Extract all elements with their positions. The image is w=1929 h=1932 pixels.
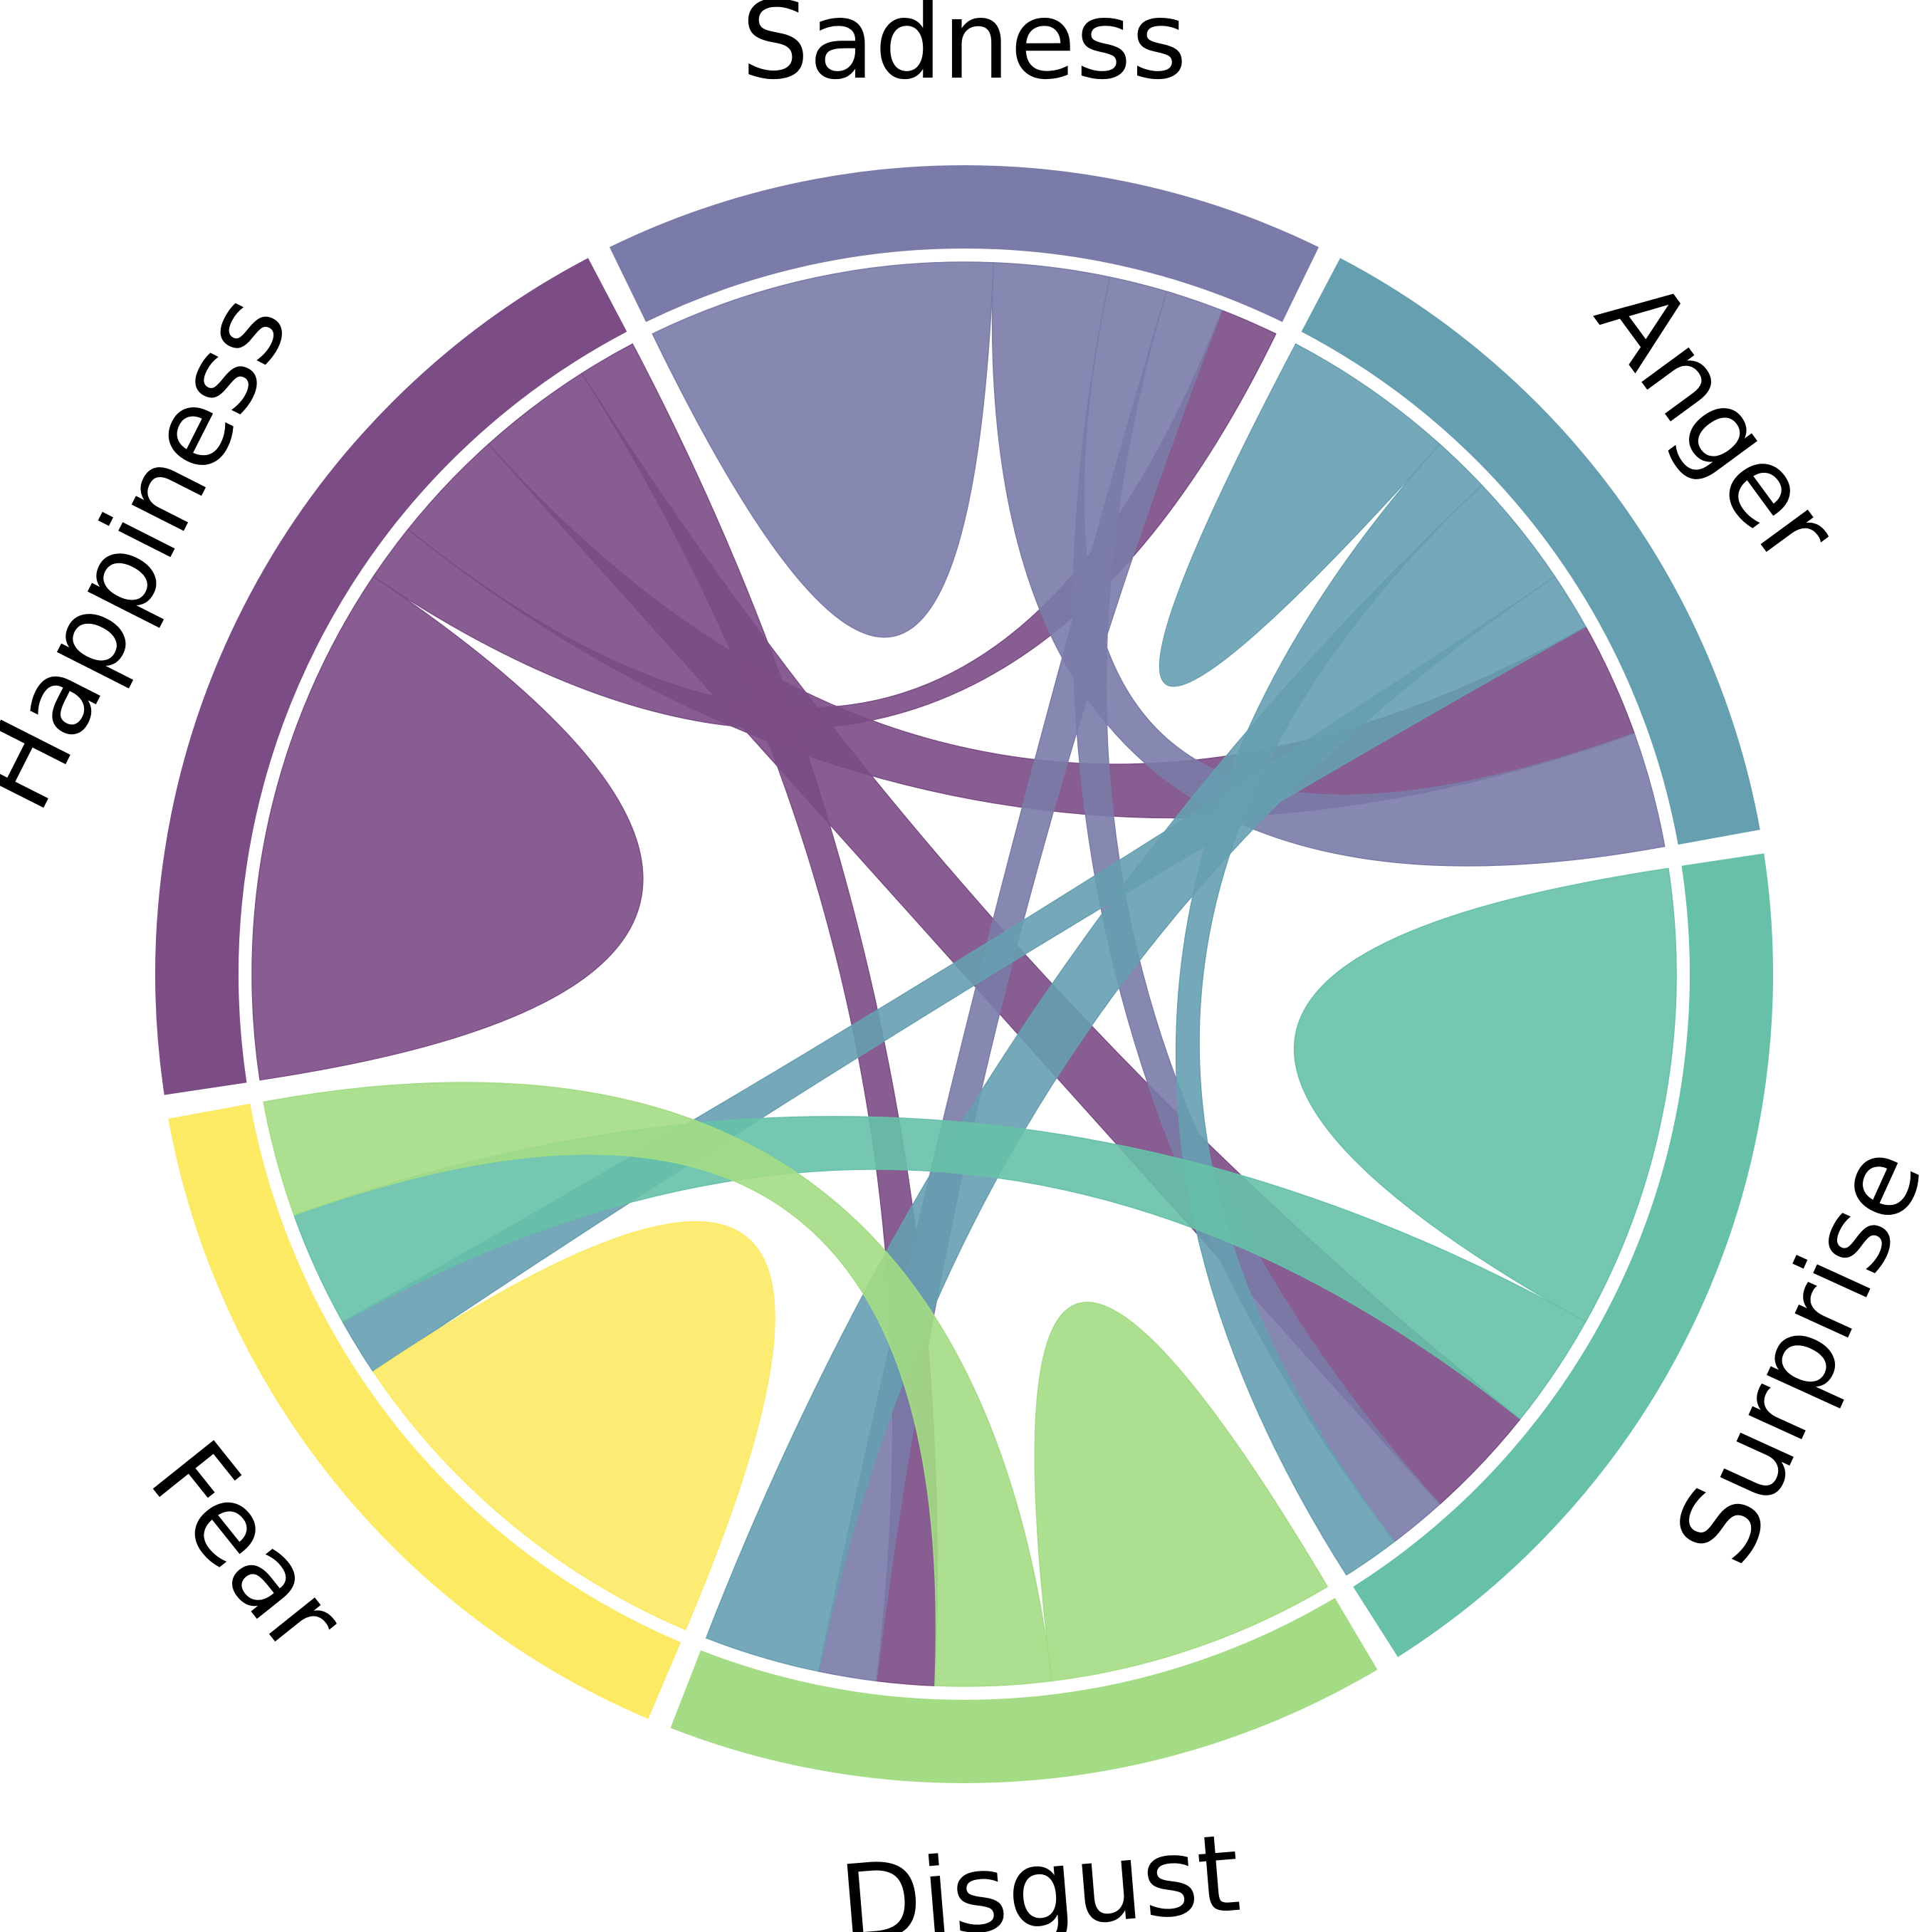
arc-surprise — [1353, 853, 1773, 1657]
ribbon-anger-anger — [1159, 343, 1441, 687]
ribbon-sadness-sadness — [652, 261, 994, 638]
ribbon-surprise-surprise — [1293, 867, 1677, 1323]
ribbon-disgust-fear — [263, 1082, 1053, 1687]
arc-fear — [168, 1103, 681, 1719]
arc-disgust — [670, 1597, 1378, 1783]
arc-happiness — [155, 258, 627, 1095]
group-arcs — [155, 165, 1773, 1783]
ribbon-happiness-happiness — [251, 575, 644, 1081]
ribbon-fear-fear — [372, 1221, 775, 1631]
ribbon-disgust-disgust — [1034, 1302, 1329, 1682]
ribbon-surprise-fear — [293, 1116, 1586, 1420]
arc-sadness — [609, 165, 1319, 323]
chord-ribbons — [251, 261, 1677, 1687]
label-disgust: Disgust — [835, 1812, 1245, 1932]
label-sadness: Sadness — [741, 0, 1187, 103]
arc-anger — [1301, 258, 1760, 845]
